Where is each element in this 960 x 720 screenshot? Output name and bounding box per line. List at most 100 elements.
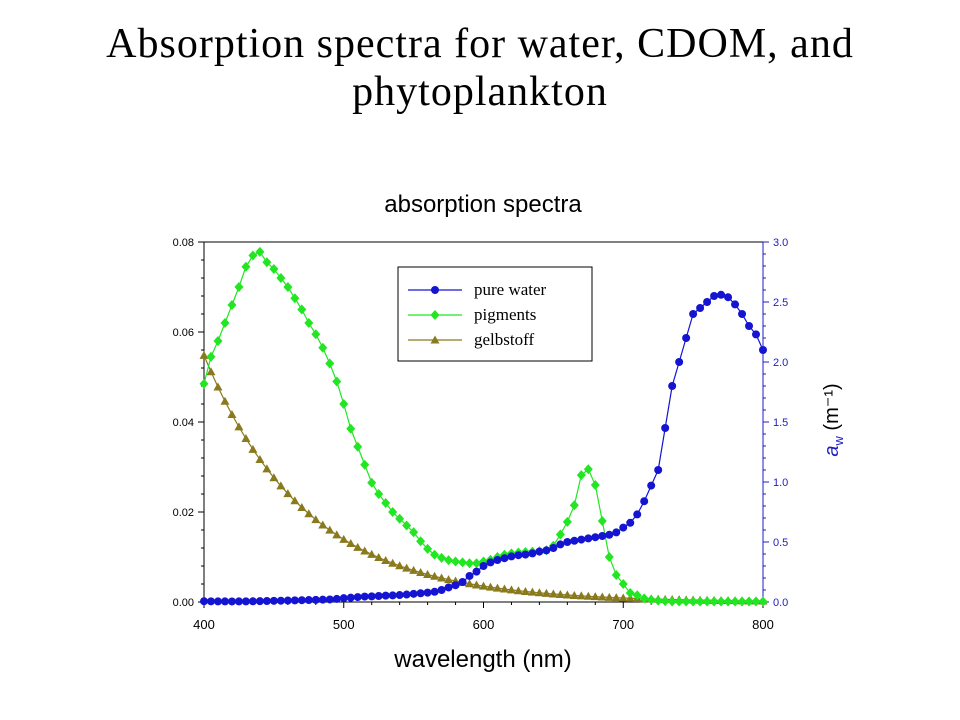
data-point (213, 336, 223, 346)
data-point (458, 577, 467, 586)
data-point (548, 589, 558, 598)
svg-text:aw (m⁻¹): aw (m⁻¹) (821, 383, 846, 456)
legend-label: gelbstoff (474, 330, 534, 349)
data-point (248, 250, 258, 261)
legend-label: pigments (474, 305, 536, 324)
data-point (465, 579, 475, 588)
data-point (290, 496, 300, 505)
data-point (213, 382, 223, 391)
data-point (534, 588, 544, 597)
data-point (388, 507, 398, 517)
data-point (444, 555, 454, 566)
data-point (276, 481, 286, 490)
legend-box (397, 266, 593, 362)
data-point (472, 580, 482, 589)
data-point (702, 596, 712, 607)
data-point (611, 593, 621, 602)
data-point (360, 459, 370, 470)
data-point (395, 513, 405, 524)
y-right-tick-label: 0.5 (773, 537, 788, 549)
data-point (521, 550, 530, 559)
data-point (199, 378, 209, 389)
data-point (590, 480, 600, 490)
data-point (570, 536, 579, 545)
data-point (206, 351, 216, 362)
data-point (388, 591, 397, 600)
data-point (752, 330, 761, 339)
y-right-tick-label: 3.0 (773, 237, 788, 249)
data-point (213, 597, 222, 606)
data-point (255, 597, 264, 606)
data-point (416, 568, 426, 577)
slide-title-line1: Absorption spectra for water, CDOM, and (106, 21, 854, 67)
data-point (675, 358, 684, 366)
data-point (583, 591, 593, 600)
legend-marker (430, 335, 440, 344)
data-point (451, 556, 461, 567)
series-layer (199, 246, 768, 607)
data-point (402, 520, 412, 531)
data-point (409, 527, 419, 538)
data-point (619, 523, 628, 532)
y-right-tick-label: 2.5 (773, 297, 788, 309)
data-point (206, 597, 215, 606)
data-point (220, 597, 229, 606)
data-point (220, 396, 230, 405)
data-point (625, 588, 635, 598)
x-axis-label: wavelength (nm) (393, 646, 571, 673)
legend-marker (431, 286, 439, 294)
y-left-tick-label: 0.04 (173, 417, 194, 429)
data-point (381, 591, 390, 600)
data-point (674, 596, 684, 607)
data-point (311, 595, 320, 604)
x-tick-label: 500 (333, 617, 355, 632)
data-point (332, 530, 342, 539)
data-point (562, 590, 572, 599)
data-point (241, 597, 250, 606)
data-point (374, 553, 384, 562)
legend-item: gelbstoff (408, 330, 534, 349)
data-point (374, 489, 384, 499)
data-point (409, 565, 419, 574)
data-point (255, 454, 265, 463)
data-point (458, 557, 468, 568)
data-point (688, 596, 698, 607)
data-point (597, 592, 607, 601)
data-point (660, 596, 670, 607)
data-point (717, 290, 726, 299)
data-point (269, 596, 278, 605)
data-point (485, 582, 495, 591)
data-point (569, 590, 579, 599)
data-point (437, 586, 446, 594)
data-point (262, 597, 271, 606)
data-point (283, 282, 293, 292)
data-point (353, 542, 363, 551)
data-point (332, 594, 341, 603)
data-point (430, 587, 439, 596)
data-point (598, 532, 607, 540)
data-point (633, 510, 642, 519)
data-point (703, 298, 712, 306)
y-right-label-units: (m⁻¹) (821, 383, 843, 430)
data-point (689, 310, 698, 318)
data-point (745, 322, 754, 330)
data-point (220, 318, 230, 328)
data-point (563, 538, 572, 546)
data-point (318, 342, 328, 353)
data-point (304, 318, 314, 328)
data-point (339, 594, 348, 603)
series-pure-water (200, 290, 767, 606)
data-point (528, 549, 537, 558)
data-point (492, 583, 502, 592)
data-point (520, 586, 530, 595)
data-point (451, 581, 460, 590)
series-pigments (199, 246, 768, 607)
data-point (583, 464, 593, 475)
data-point (234, 282, 244, 292)
data-point (437, 573, 447, 582)
data-point (632, 590, 642, 601)
data-point (653, 595, 663, 606)
data-point (332, 376, 342, 387)
data-point (437, 552, 447, 563)
